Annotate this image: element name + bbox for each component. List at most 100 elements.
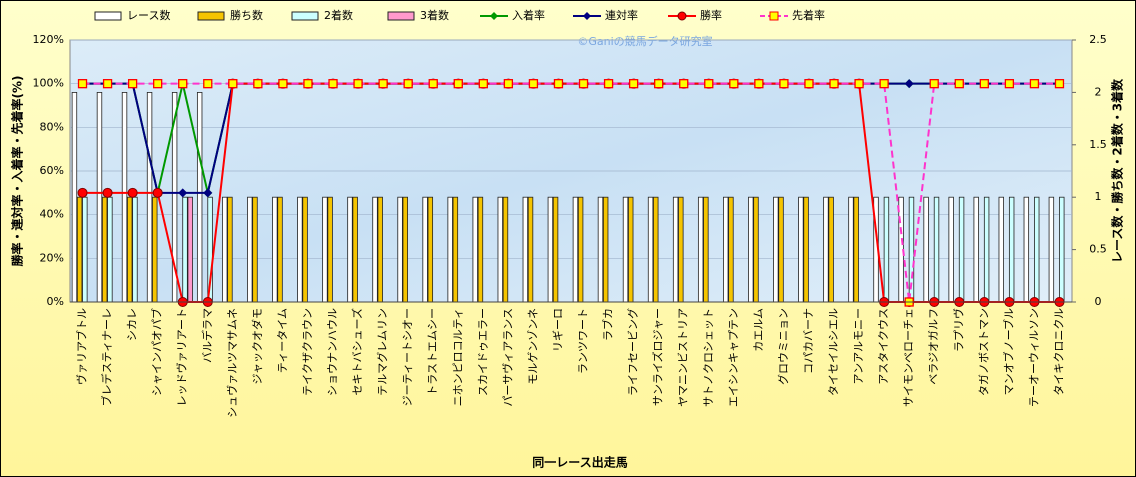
- point: [428, 79, 438, 89]
- bar: [522, 196, 529, 303]
- point: [1004, 79, 1015, 89]
- bar: [973, 196, 979, 303]
- bar: [222, 196, 228, 303]
- bar: [347, 196, 353, 303]
- point: [278, 79, 288, 89]
- point: [353, 79, 363, 89]
- point: [77, 187, 88, 198]
- x-tick-label: サトノクロシェット: [702, 308, 715, 407]
- bar: [1059, 196, 1065, 303]
- bar: [322, 196, 328, 303]
- bar: [327, 196, 333, 303]
- bar: [823, 196, 829, 303]
- bar: [773, 196, 779, 303]
- x-tick-label: ベラジオガルフ: [927, 308, 940, 385]
- x-tick-label: ティータイム: [276, 308, 289, 373]
- x-tick-label: リギーロ: [551, 308, 564, 352]
- bar: [146, 92, 153, 303]
- x-tick-label: グロウミニョン: [776, 308, 790, 385]
- legend-swatch: [94, 11, 122, 21]
- point: [178, 188, 188, 198]
- x-axis-title: 同一レース出走馬: [532, 455, 627, 470]
- point: [704, 79, 714, 89]
- bar: [247, 196, 253, 303]
- legend-swatch: [291, 11, 319, 21]
- line: [82, 82, 1060, 303]
- bar: [152, 196, 158, 303]
- point: [102, 187, 113, 198]
- bar: [998, 196, 1004, 303]
- bar: [597, 196, 604, 303]
- bar: [853, 196, 859, 303]
- y-tick-label: 0%: [47, 295, 64, 308]
- bar: [447, 196, 453, 303]
- point: [152, 187, 163, 198]
- legend-marker: [583, 12, 591, 20]
- point: [829, 79, 839, 89]
- y-axis-title: 勝率・連対率・入着率・先着率(%): [10, 76, 25, 267]
- point: [478, 79, 488, 89]
- bar: [948, 196, 954, 303]
- point: [403, 79, 413, 89]
- bar: [227, 196, 233, 303]
- x-tick-label: ヴァリアブトル: [75, 308, 89, 385]
- x-tick-label: サンライズロジャー: [651, 308, 665, 406]
- point: [979, 79, 989, 89]
- legend-swatch: [197, 11, 225, 21]
- point: [203, 188, 213, 198]
- bar: [883, 196, 890, 303]
- legend-label: 連対率: [605, 8, 638, 22]
- bar: [277, 196, 283, 303]
- bar: [402, 196, 408, 303]
- bar: [703, 196, 709, 303]
- point: [127, 187, 138, 198]
- point: [804, 79, 814, 89]
- y-tick-label: 100%: [33, 77, 64, 90]
- legend-swatch: [387, 11, 415, 21]
- point: [603, 79, 614, 89]
- bar: [472, 196, 478, 303]
- bar: [933, 196, 940, 303]
- bar: [983, 196, 990, 303]
- x-tick-label: アンアルモニー: [852, 308, 865, 384]
- legend-label: 入着率: [512, 8, 545, 22]
- y2-tick-label: 2.5: [1089, 33, 1107, 46]
- bar: [187, 196, 193, 303]
- bar: [628, 196, 634, 303]
- x-tick-label: バルデラマ: [200, 308, 214, 363]
- bar: [76, 196, 83, 303]
- bar: [552, 196, 559, 303]
- bar: [728, 196, 734, 303]
- bar: [647, 196, 654, 303]
- bar: [1034, 196, 1040, 303]
- x-tick-label: セキトバシューズ: [350, 308, 364, 395]
- point: [929, 79, 939, 89]
- legend-label: 勝ち数: [230, 8, 263, 22]
- bar: [653, 196, 659, 303]
- bar: [82, 196, 88, 303]
- x-tick-label: ライフセービング: [626, 308, 640, 396]
- x-tick-label: タイキクロニクル: [1052, 308, 1065, 396]
- point: [528, 79, 539, 89]
- x-tick-label: コパカバーナ: [802, 308, 815, 374]
- y2-tick-label: 1.5: [1089, 138, 1107, 151]
- x-tick-label: シュヴァルツマサムネ: [225, 308, 239, 418]
- point: [679, 79, 689, 89]
- bar: [182, 196, 188, 303]
- bar: [1048, 196, 1055, 303]
- point: [553, 79, 564, 89]
- bar: [1023, 196, 1030, 303]
- x-tick-label: カエルム: [752, 308, 765, 352]
- point: [578, 79, 589, 89]
- bar: [803, 196, 809, 303]
- bar: [527, 196, 534, 303]
- x-tick-label: テルマグレムリン: [375, 308, 389, 396]
- point: [729, 79, 739, 89]
- bar: [828, 196, 834, 303]
- y-tick-label: 120%: [33, 33, 64, 46]
- x-tick-label: ラブカ: [601, 308, 615, 341]
- bar: [272, 196, 278, 303]
- y-tick-label: 60%: [40, 164, 64, 177]
- point: [178, 79, 188, 89]
